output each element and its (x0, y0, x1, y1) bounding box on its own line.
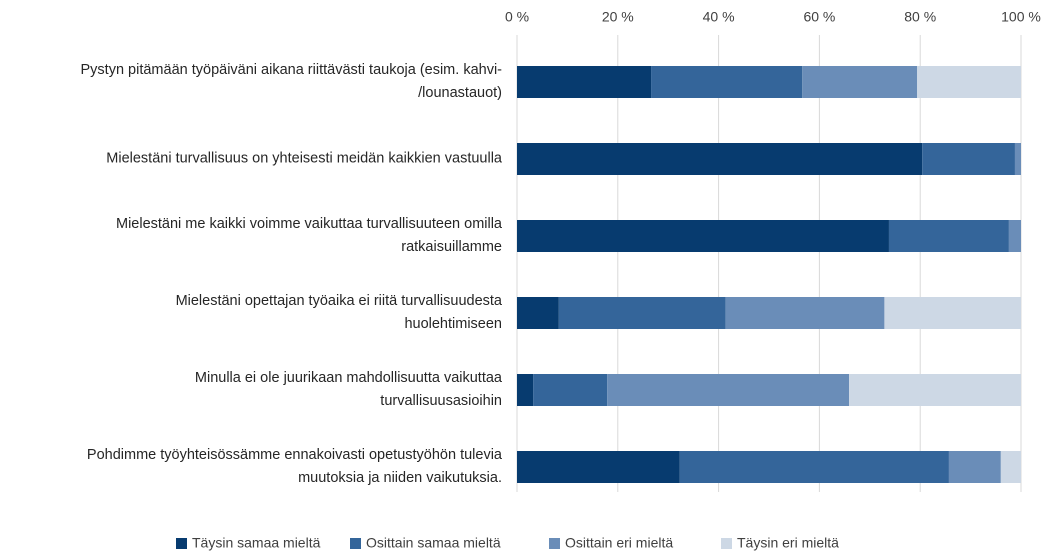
category-label: Pohdimme työyhteisössämme ennakoivasti o… (86, 447, 502, 486)
legend-label: Osittain eri mieltä (565, 535, 673, 551)
legend-label: Osittain samaa mieltä (366, 535, 501, 551)
bar-segment (517, 451, 680, 483)
category-label: Mielestäni me kaikki voimme vaikuttaa tu… (115, 216, 502, 255)
bar-segment (651, 66, 803, 98)
category-label: Pystyn pitämään työpäiväni aikana riittä… (80, 62, 503, 101)
bar-segment (888, 220, 1009, 252)
x-tick-label: 80 % (904, 9, 936, 25)
legend-swatch (176, 538, 187, 549)
bar-segment (884, 297, 1021, 329)
category-label: Mielestäni turvallisuus on yhteisesti me… (106, 150, 502, 167)
category-label: Minulla ei ole juurikaan mahdollisuutta … (194, 370, 502, 409)
legend-swatch (350, 538, 361, 549)
x-tick-label: 40 % (703, 9, 735, 25)
bar-segment (1014, 143, 1021, 175)
bar-segment (517, 220, 889, 252)
bar-segment (607, 374, 850, 406)
bar-segment (948, 451, 1001, 483)
bar-segment (922, 143, 1015, 175)
bar-segment (802, 66, 918, 98)
x-tick-label: 20 % (602, 9, 634, 25)
bar-segment (517, 297, 559, 329)
x-tick-label: 100 % (1001, 9, 1041, 25)
x-tick-label: 60 % (803, 9, 835, 25)
x-tick-label: 0 % (505, 9, 529, 25)
category-label: Mielestäni opettajan työaika ei riitä tu… (175, 293, 502, 332)
bar-segment (679, 451, 949, 483)
bar-segment (517, 374, 534, 406)
bar-segment (917, 66, 1021, 98)
legend-label: Täysin samaa mieltä (192, 535, 321, 551)
bar-segment (517, 66, 652, 98)
legend-swatch (721, 538, 732, 549)
bar-segment (725, 297, 885, 329)
bar-segment (849, 374, 1021, 406)
bar-segment (517, 143, 923, 175)
bar-segment (1008, 220, 1021, 252)
bar-segment (1000, 451, 1021, 483)
bar-segment (533, 374, 608, 406)
bar-segment (558, 297, 726, 329)
legend-swatch (549, 538, 560, 549)
legend-label: Täysin eri mieltä (737, 535, 839, 551)
